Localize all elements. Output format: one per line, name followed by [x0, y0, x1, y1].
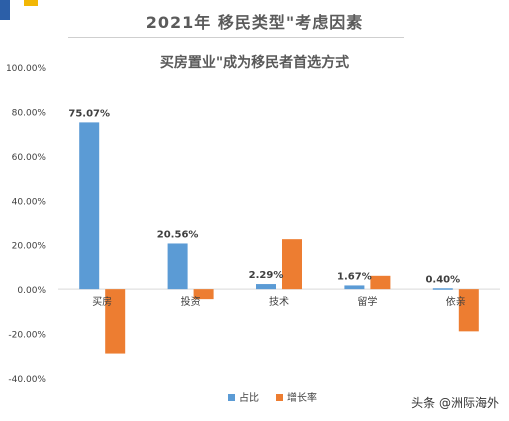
category-label: 买房 [92, 295, 112, 308]
category-label: 投资 [181, 295, 201, 308]
corner-decoration [0, 0, 38, 20]
y-tick-label: 80.00% [12, 108, 47, 118]
title-divider [68, 37, 404, 38]
y-tick-label: 0.00% [17, 286, 46, 296]
y-tick-label: 60.00% [12, 153, 47, 163]
data-label: 1.67% [337, 271, 372, 282]
chart-subtitle: 买房置业"成为移民者首选方式 [159, 55, 350, 71]
y-tick-label: -40.00% [8, 375, 46, 385]
data-label: 2.29% [249, 270, 284, 281]
y-tick-label: -20.00% [8, 331, 46, 341]
bar-growth [458, 289, 479, 332]
bar-growth [105, 289, 126, 354]
y-tick-label: 40.00% [12, 197, 47, 207]
data-label: 20.56% [157, 229, 199, 240]
bar-share [167, 243, 188, 290]
legend-label: 增长率 [287, 391, 317, 404]
category-label: 依亲 [446, 295, 466, 308]
watermark: 头条 @洲际海外 [411, 396, 499, 410]
y-tick-label: 20.00% [12, 242, 47, 252]
data-label: 0.40% [425, 274, 460, 285]
corner-blue-block [0, 0, 10, 20]
category-label: 技术 [269, 295, 289, 308]
legend-label: 占比 [239, 391, 259, 404]
bar-share [344, 285, 365, 290]
bar-growth [193, 289, 214, 300]
y-tick-label: 100.00% [6, 64, 46, 74]
chart-title: 2021年 移民类型"考虑因素 [145, 13, 364, 32]
data-label: 75.07% [68, 108, 110, 119]
corner-yellow-block [24, 0, 38, 6]
bar-share [256, 284, 276, 290]
legend-swatch [228, 394, 235, 401]
bar-share [79, 122, 100, 290]
bar-share [432, 288, 453, 290]
legend-swatch [276, 394, 283, 401]
bar-growth [282, 239, 302, 290]
bar-growth [370, 275, 391, 290]
category-label: 留学 [357, 295, 377, 308]
